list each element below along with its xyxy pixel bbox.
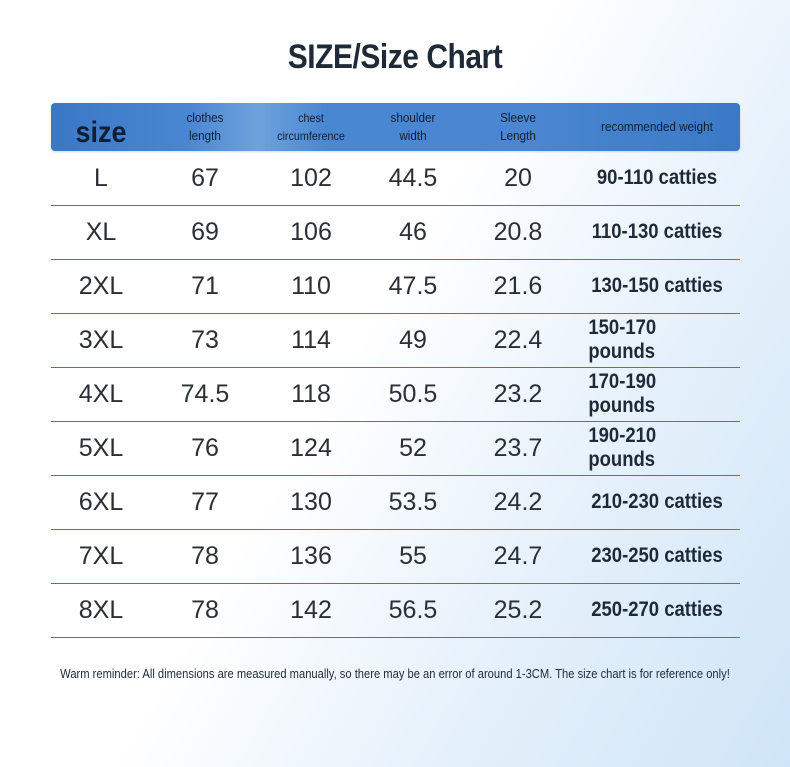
cell-sleeve: 24.7 <box>493 541 543 570</box>
header-sleeve-length: Sleeve Length <box>500 110 536 143</box>
cell-sleeve: 20.8 <box>493 217 543 246</box>
header-clothes-length: clothes length <box>186 110 224 143</box>
cell-clothes-length: 76 <box>191 433 219 462</box>
cell-size: 2XL <box>78 271 124 300</box>
cell-chest: 136 <box>290 541 332 570</box>
header-chest-circumference: chest circumference <box>277 111 345 143</box>
cell-weight: 170-190 pounds <box>588 370 657 417</box>
header-recommended-weight: recommended weight <box>601 119 713 134</box>
cell-clothes-length: 71 <box>191 271 219 300</box>
table-row: 3XL 73 114 49 22.4 150-170 pounds <box>51 313 740 368</box>
table-row: XL 69 106 46 20.8 110-130 catties <box>51 205 740 260</box>
table-row: 4XL 74.5 118 50.5 23.2 170-190 pounds <box>51 367 740 422</box>
table-row: 6XL 77 130 53.5 24.2 210-230 catties <box>51 475 740 530</box>
cell-chest: 142 <box>290 595 332 624</box>
cell-weight: 110-130 catties <box>591 220 723 243</box>
cell-size: 3XL <box>78 325 124 354</box>
cell-sleeve: 21.6 <box>493 271 543 300</box>
cell-sleeve: 22.4 <box>493 325 543 354</box>
cell-shoulder: 55 <box>399 541 427 570</box>
cell-shoulder: 46 <box>399 217 427 246</box>
cell-clothes-length: 77 <box>191 487 219 516</box>
cell-weight: 150-170 pounds <box>588 316 657 363</box>
cell-shoulder: 56.5 <box>388 595 438 624</box>
cell-shoulder: 47.5 <box>388 271 438 300</box>
cell-shoulder: 53.5 <box>388 487 438 516</box>
cell-chest: 118 <box>291 379 331 408</box>
cell-shoulder: 50.5 <box>388 379 438 408</box>
header-size: size <box>75 116 127 149</box>
cell-chest: 110 <box>291 271 331 300</box>
cell-size: 5XL <box>78 433 124 462</box>
cell-size: 6XL <box>78 487 124 516</box>
cell-size: XL <box>85 217 117 246</box>
table-row: 7XL 78 136 55 24.7 230-250 catties <box>51 529 740 584</box>
table-row: 8XL 78 142 56.5 25.2 250-270 catties <box>51 583 740 638</box>
header-shoulder-width: shoulder width <box>390 110 436 143</box>
cell-clothes-length: 69 <box>191 217 219 246</box>
cell-size: 7XL <box>78 541 124 570</box>
cell-size: 8XL <box>78 595 124 624</box>
cell-weight: 130-150 catties <box>591 274 723 297</box>
warm-reminder-note: Warm reminder: All dimensions are measur… <box>60 666 730 681</box>
cell-sleeve: 25.2 <box>493 595 543 624</box>
cell-sleeve: 20 <box>504 163 532 192</box>
cell-chest: 124 <box>290 433 332 462</box>
cell-size: 4XL <box>78 379 124 408</box>
cell-chest: 130 <box>290 487 332 516</box>
table-row: 2XL 71 110 47.5 21.6 130-150 catties <box>51 259 740 314</box>
cell-chest: 102 <box>290 163 332 192</box>
cell-clothes-length: 73 <box>191 325 219 354</box>
cell-size: L <box>94 163 108 192</box>
page-title: SIZE/Size Chart <box>287 38 503 76</box>
table-row: L 67 102 44.5 20 90-110 catties <box>51 151 740 206</box>
cell-clothes-length: 78 <box>191 595 219 624</box>
cell-shoulder: 44.5 <box>388 163 438 192</box>
cell-weight: 90-110 catties <box>596 166 718 189</box>
cell-clothes-length: 74.5 <box>180 379 230 408</box>
cell-shoulder: 49 <box>399 325 427 354</box>
cell-clothes-length: 78 <box>191 541 219 570</box>
table-header: size clothes length chest circumference … <box>51 103 740 151</box>
cell-clothes-length: 67 <box>191 163 219 192</box>
cell-weight: 190-210 pounds <box>588 424 657 471</box>
cell-sleeve: 23.2 <box>493 379 543 408</box>
cell-shoulder: 52 <box>399 433 427 462</box>
cell-weight: 230-250 catties <box>591 544 723 567</box>
cell-chest: 114 <box>291 325 331 354</box>
table-row: 5XL 76 124 52 23.7 190-210 pounds <box>51 421 740 476</box>
cell-chest: 106 <box>290 217 332 246</box>
cell-weight: 250-270 catties <box>591 598 723 621</box>
cell-sleeve: 23.7 <box>493 433 543 462</box>
cell-weight: 210-230 catties <box>591 490 723 513</box>
cell-sleeve: 24.2 <box>493 487 543 516</box>
